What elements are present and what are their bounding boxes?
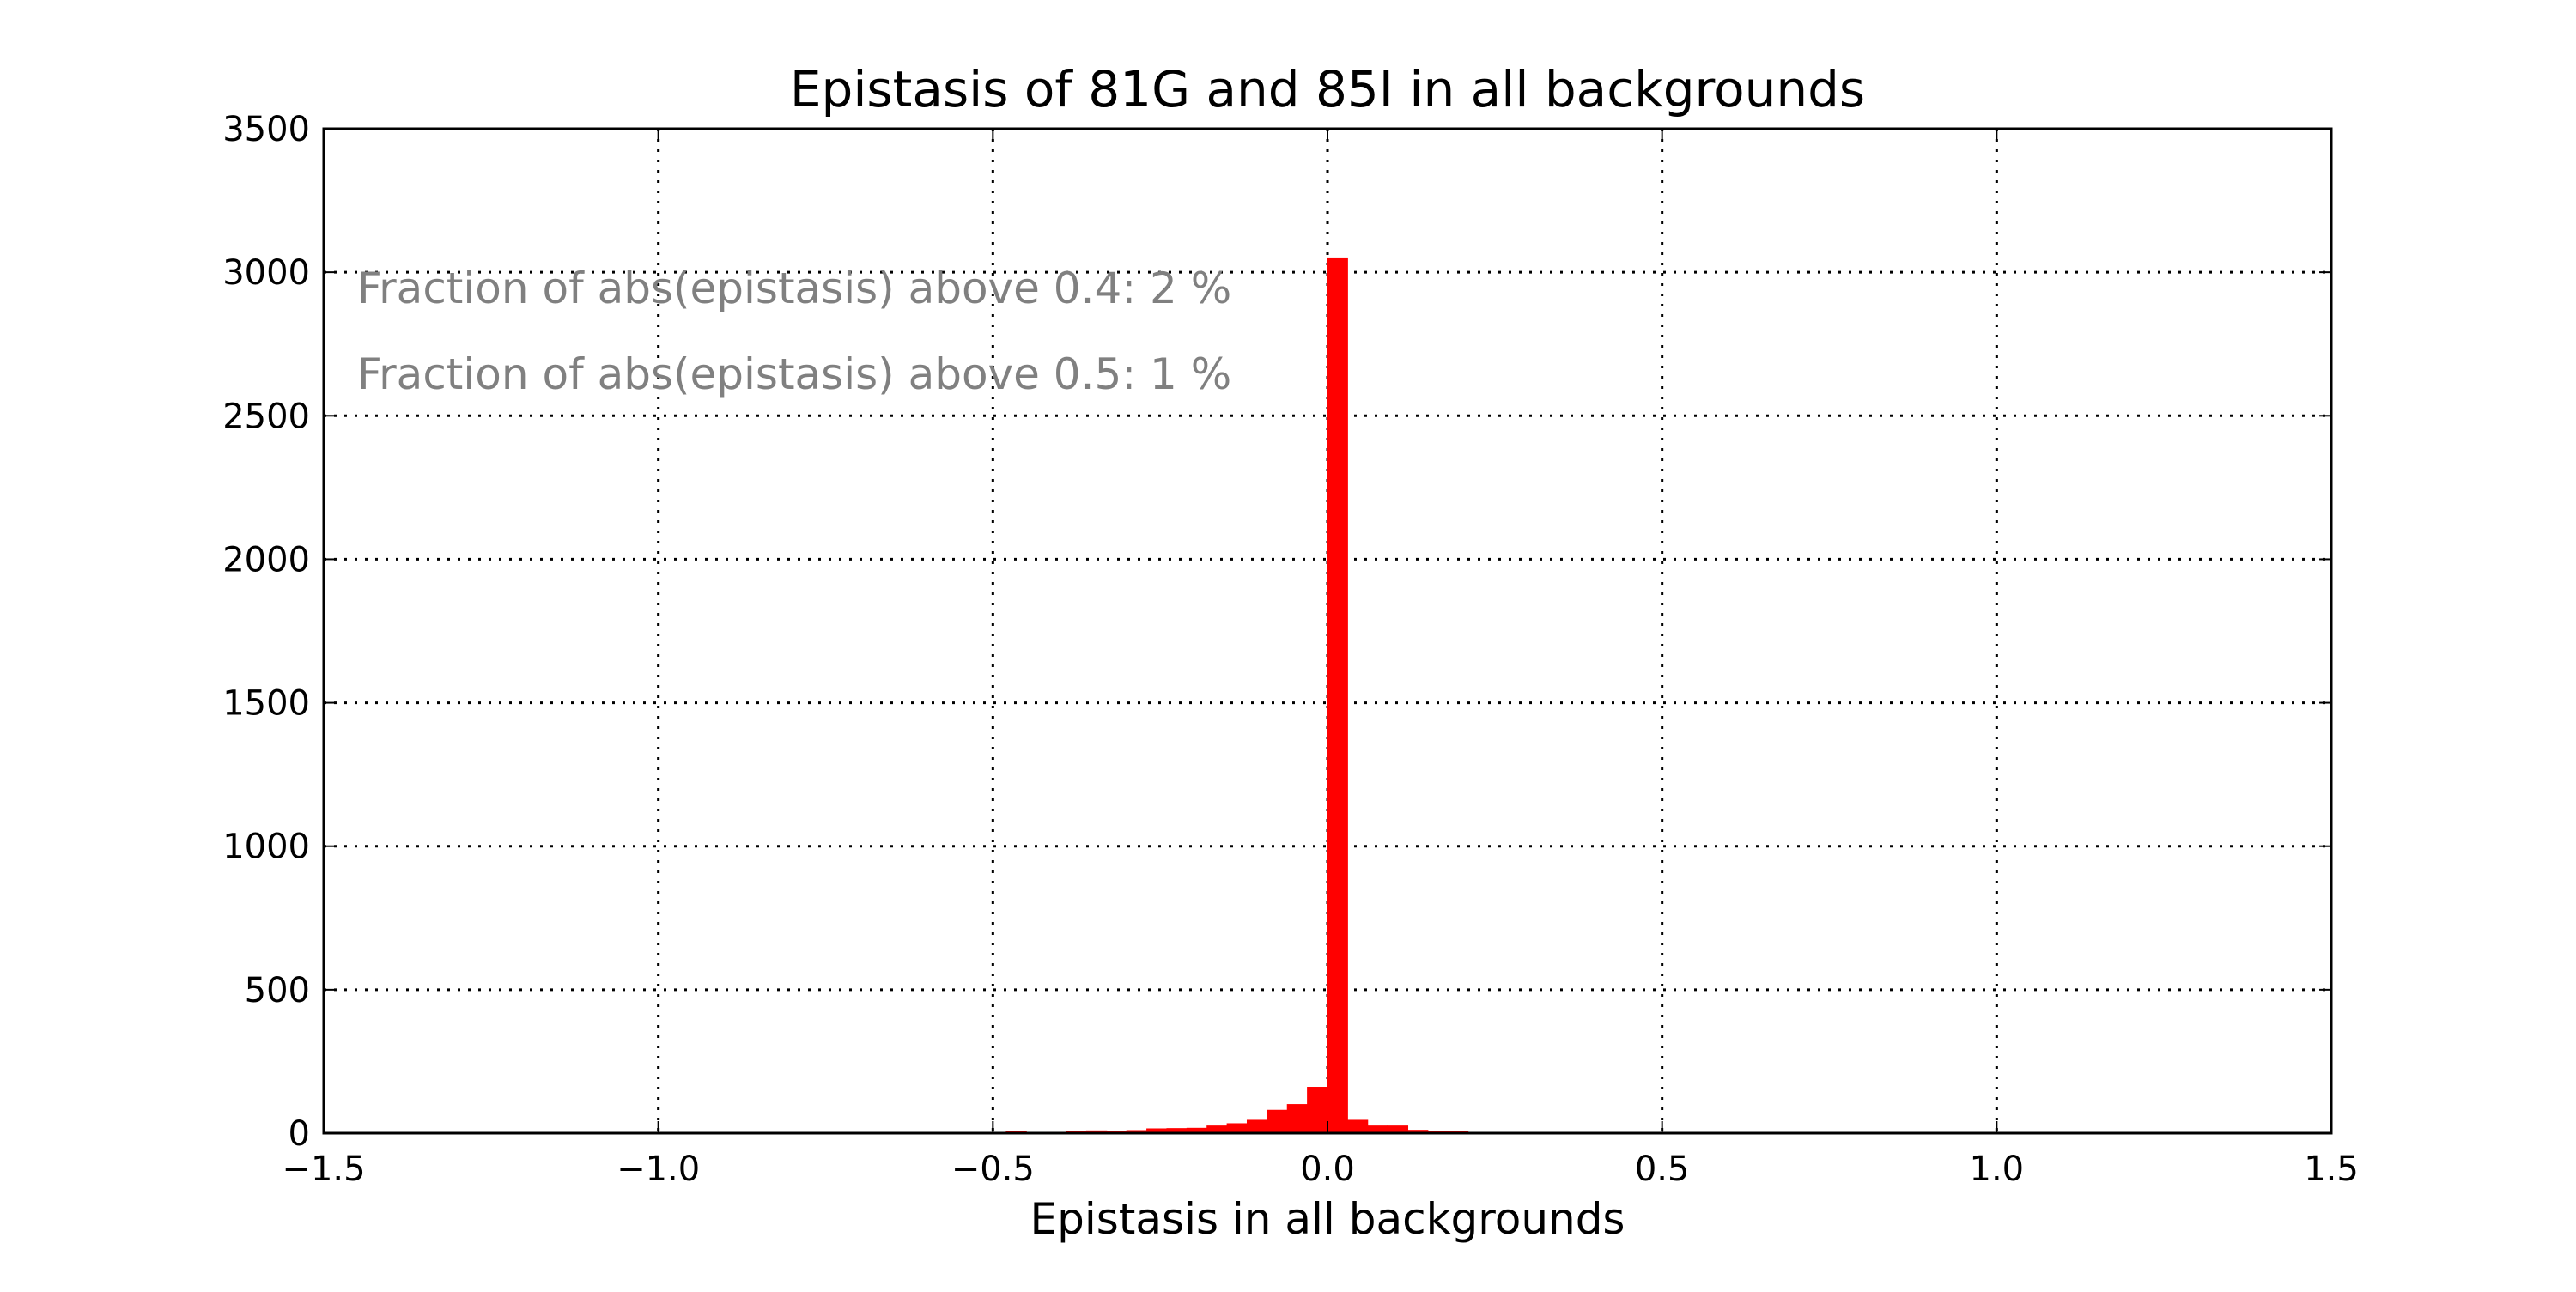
x-tick-label: 0.0: [1300, 1149, 1355, 1189]
annotation-fraction-above-0-4: Fraction of abs(epistasis) above 0.4: 2 …: [357, 264, 1231, 313]
y-tick-label: 1000: [222, 828, 310, 867]
chart-title: Epistasis of 81G and 85I in all backgrou…: [790, 60, 1865, 118]
x-tick-label: 1.0: [1970, 1149, 2025, 1189]
y-tick-label: 500: [245, 971, 310, 1010]
histogram-bar: [1346, 1119, 1369, 1134]
y-tick-labels: 0 500 1000 1500 2000 2500 3000 3500: [222, 110, 310, 1154]
x-tick-label: −0.5: [951, 1149, 1035, 1189]
y-tick-label: 1500: [222, 684, 310, 724]
y-tick-label: 3500: [222, 110, 310, 149]
axes: [322, 127, 2333, 1135]
x-tick-label: −1.0: [617, 1149, 700, 1189]
annotation-fraction-above-0-5: Fraction of abs(epistasis) above 0.5: 1 …: [357, 349, 1231, 399]
histogram-bar: [1307, 1087, 1328, 1134]
plot-frame: [322, 127, 2333, 1135]
y-tick-label: 0: [289, 1114, 310, 1154]
histogram-bar: [1327, 257, 1348, 1134]
x-tick-labels: −1.5 −1.0 −0.5 0.0 0.5 1.0 1.5: [282, 1149, 2358, 1189]
histogram-bar: [1267, 1109, 1288, 1134]
x-tick-label: 1.5: [2304, 1149, 2359, 1189]
x-tick-label: −1.5: [282, 1149, 365, 1189]
histogram-bar: [1226, 1123, 1248, 1134]
y-tick-label: 3000: [222, 253, 310, 293]
y-tick-label: 2500: [222, 397, 310, 436]
y-tick-label: 2000: [222, 540, 310, 579]
x-tick-label: 0.5: [1635, 1149, 1690, 1189]
histogram-bar: [1286, 1104, 1309, 1134]
histogram-bar: [1246, 1119, 1268, 1134]
x-axis-label: Epistasis in all backgrounds: [1030, 1194, 1625, 1244]
